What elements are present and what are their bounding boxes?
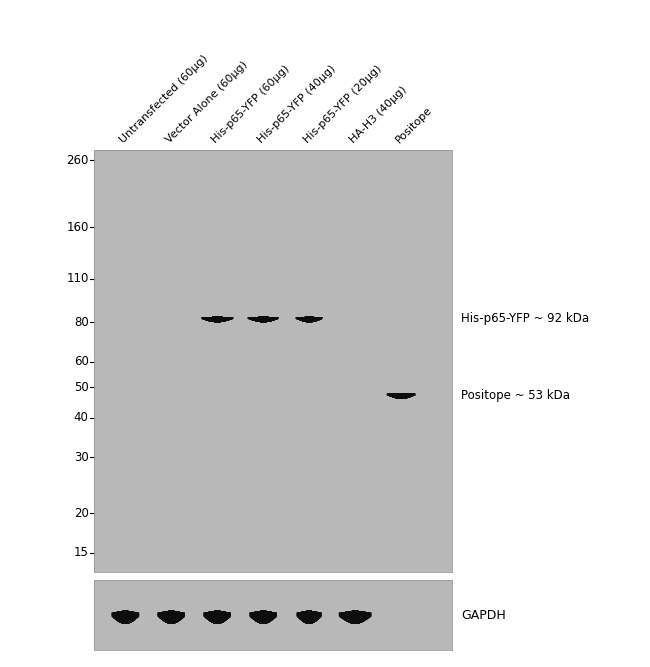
Text: 40: 40 [74,412,88,424]
Text: Positope ~ 53 kDa: Positope ~ 53 kDa [462,389,571,402]
Text: Vector Alone (60μg): Vector Alone (60μg) [164,59,250,145]
Text: 30: 30 [74,451,88,464]
Text: 15: 15 [74,546,88,559]
Text: 60: 60 [74,356,88,368]
Text: Untransfected (60μg): Untransfected (60μg) [118,53,210,145]
Text: GAPDH: GAPDH [462,609,506,622]
Text: His-p65-YFP ~ 92 kDa: His-p65-YFP ~ 92 kDa [462,312,590,325]
Text: 260: 260 [66,154,88,167]
Text: His-p65-YFP (60μg): His-p65-YFP (60μg) [210,63,291,145]
Text: 20: 20 [74,506,88,520]
Text: HA-H3 (40μg): HA-H3 (40μg) [348,84,408,145]
Text: 50: 50 [74,380,88,394]
Text: 160: 160 [66,221,88,233]
Text: His-p65-YFP (20μg): His-p65-YFP (20μg) [302,63,384,145]
Text: 110: 110 [66,272,88,285]
Text: His-p65-YFP (40μg): His-p65-YFP (40μg) [255,63,337,145]
Text: Positope: Positope [394,104,434,145]
Text: 80: 80 [74,316,88,329]
